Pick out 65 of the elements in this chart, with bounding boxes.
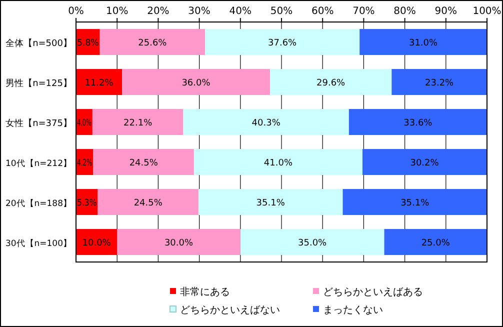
data-label: 33.6% [404, 118, 433, 128]
bar [348, 109, 487, 135]
x-tick-label: 30% [188, 6, 210, 17]
data-label: 25.0% [421, 238, 450, 248]
data-label: 22.1% [124, 118, 153, 128]
bar [392, 69, 487, 95]
bar [98, 189, 198, 215]
data-label: 11.2% [84, 78, 114, 88]
x-tick-label: 100% [472, 6, 502, 17]
bar [92, 109, 184, 135]
data-label: 36.0% [182, 78, 211, 88]
data-label: 23.2% [425, 78, 454, 88]
data-label: 24.5% [134, 198, 163, 208]
bar [205, 29, 360, 55]
y-tick-label: 男性【n=125】 [6, 78, 72, 89]
data-label: 41.0% [264, 158, 293, 168]
x-tick-label: 40% [229, 6, 252, 17]
legend-label: まったくない [323, 305, 383, 316]
bar [100, 29, 206, 55]
data-label: 25.6% [138, 38, 168, 48]
bar [122, 69, 270, 95]
data-label: 37.6% [268, 38, 298, 48]
data-label: 24.5% [129, 158, 158, 168]
data-label: 4.2% [77, 158, 100, 168]
data-label: 35.1% [256, 198, 286, 208]
legend-label: どちらかといえばない [180, 305, 280, 316]
data-label: 30.2% [410, 158, 440, 168]
bar [76, 69, 122, 95]
y-tick-label: 女性【n=375】 [6, 118, 72, 129]
legend-label: どちらかといえばある [323, 287, 423, 298]
bar [360, 29, 487, 55]
x-tick-label: 60% [311, 6, 334, 17]
x-tick-label: 80% [394, 6, 416, 17]
data-label: 31.0% [409, 38, 438, 48]
legend-label: 非常にある [180, 286, 230, 298]
data-label: 30.0% [164, 238, 194, 248]
bar [76, 229, 118, 255]
data-label: 4.0% [77, 118, 100, 128]
bar [384, 229, 487, 255]
bar [342, 189, 487, 215]
x-tick-label: 20% [147, 6, 170, 17]
x-tick-label: 10% [106, 6, 128, 17]
y-tick-label: 30代【n=100】 [5, 238, 72, 249]
bar [183, 109, 349, 135]
bar [198, 189, 343, 215]
y-tick-label: 全体【n=500】 [6, 38, 72, 49]
x-tick-label: 70% [352, 6, 375, 17]
data-label: 35.1% [400, 198, 430, 208]
data-label: 40.3% [252, 118, 281, 128]
x-tick-label: 50% [270, 6, 293, 17]
bar [362, 149, 487, 175]
data-label: 5.8% [77, 38, 100, 48]
x-tick-label: 0% [68, 6, 84, 17]
data-label: 29.6% [316, 78, 346, 88]
data-label: 35.0% [298, 238, 328, 248]
y-tick-label: 10代【n=212】 [5, 158, 72, 169]
data-label: 10.0% [82, 238, 112, 248]
bar [240, 229, 384, 255]
x-tick-label: 90% [434, 6, 458, 17]
bar [93, 149, 194, 175]
bar [270, 69, 392, 95]
data-label: 5.3% [77, 198, 100, 208]
y-tick-label: 20代【n=188】 [5, 198, 72, 209]
bar [194, 149, 362, 175]
bar [117, 229, 240, 255]
